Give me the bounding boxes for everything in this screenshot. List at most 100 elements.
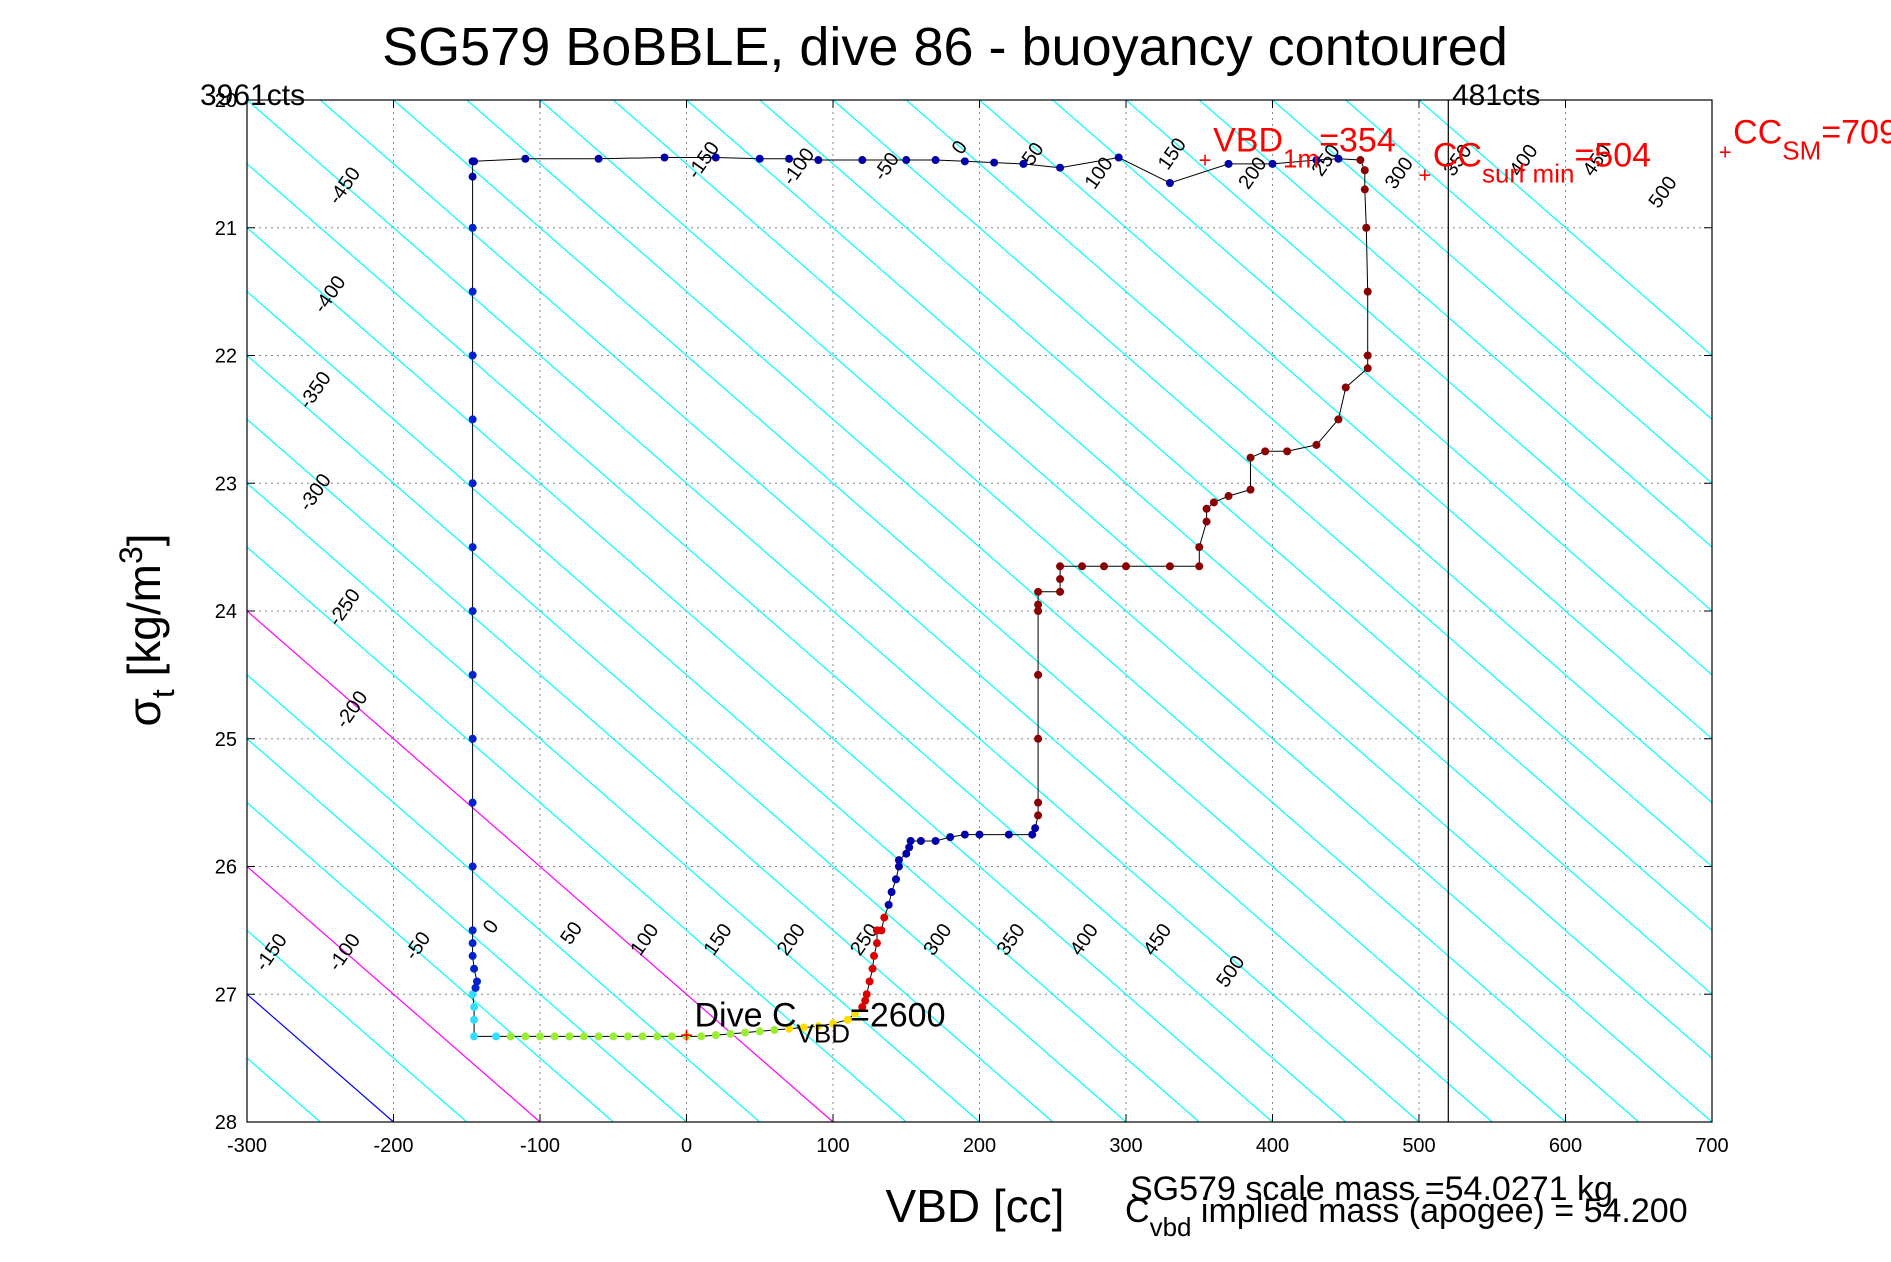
contour-line xyxy=(1272,100,1712,485)
contour-label: 150 xyxy=(700,920,737,960)
dive-point xyxy=(872,939,881,948)
dive-point xyxy=(492,1032,501,1041)
contour-line xyxy=(1125,100,1712,612)
contour-line xyxy=(1345,100,1712,421)
dive-point xyxy=(868,964,877,973)
y-tick-label: 21 xyxy=(215,218,237,240)
y-tick-label: 27 xyxy=(215,984,237,1006)
dive-point xyxy=(468,287,477,296)
dive-point xyxy=(1078,562,1087,571)
implied-mass-prefix: C xyxy=(1125,1192,1150,1230)
contour-line xyxy=(247,290,1200,1122)
contour-line xyxy=(247,610,834,1122)
dive-point xyxy=(468,939,477,948)
dive-point xyxy=(521,1032,530,1041)
dive-point xyxy=(536,1032,544,1041)
dive-point xyxy=(960,830,969,839)
dive-point xyxy=(741,1028,750,1037)
x-axis-label: VBD [cc] xyxy=(886,1180,1065,1232)
dive-trace xyxy=(468,153,1372,1041)
dive-point xyxy=(471,983,480,992)
dive-point xyxy=(473,977,482,986)
y-tick-label: 22 xyxy=(215,346,237,368)
dive-point xyxy=(931,156,940,165)
contour-line xyxy=(1418,100,1712,357)
axes: -300 -200 -100 0 100 200 300 400 500 600 700202122… xyxy=(215,90,1729,1157)
annotation-label: Dive CVBD=2600 xyxy=(695,996,946,1048)
contour-line xyxy=(0,100,27,1122)
dive-point xyxy=(1195,562,1204,571)
contour-line xyxy=(1198,100,1712,548)
dive-point xyxy=(468,543,477,552)
dive-point xyxy=(470,1015,479,1024)
contour-line xyxy=(247,226,1273,1122)
x-tick-label: 700 xyxy=(1695,1135,1728,1157)
y-axis-label-end: ] xyxy=(118,533,170,546)
contour-label: -50 xyxy=(401,928,436,964)
contour-label: -100 xyxy=(778,144,819,189)
right-cts-label: 481cts xyxy=(1452,79,1540,112)
dive-point xyxy=(862,990,871,999)
dive-point xyxy=(468,990,477,999)
dive-point xyxy=(1261,447,1270,456)
dive-point xyxy=(1056,587,1065,596)
annotation-label: CCSM=709 xyxy=(1733,114,1891,166)
x-tick-label: 200 xyxy=(963,1135,996,1157)
chart-title: SG579 BoBBLE, dive 86 - buoyancy contour… xyxy=(382,17,1508,77)
dive-point xyxy=(726,1029,735,1038)
contour-label: 50 xyxy=(556,918,587,949)
dive-point xyxy=(931,836,940,845)
x-tick-label: 0 xyxy=(681,1135,692,1157)
contour-label: 500 xyxy=(1645,172,1682,212)
dive-point xyxy=(468,798,477,807)
x-tick-label: -300 xyxy=(227,1135,267,1157)
dive-point xyxy=(975,830,984,839)
dive-point xyxy=(880,913,889,922)
dive-point xyxy=(990,158,999,167)
contour-line xyxy=(759,100,1712,932)
contour-label: -300 xyxy=(295,470,336,515)
dive-point xyxy=(470,1032,479,1041)
y-axis-label-sub: t xyxy=(145,689,181,698)
dive-point xyxy=(470,964,479,973)
contour-line xyxy=(247,737,687,1122)
dive-point xyxy=(697,1032,706,1041)
buoyancy-contours xyxy=(0,100,1712,1122)
contour-line xyxy=(247,674,761,1122)
dive-point xyxy=(960,157,969,166)
contour-label: 200 xyxy=(773,920,810,960)
dive-point xyxy=(905,843,914,852)
dive-point xyxy=(579,1032,588,1041)
dive-point xyxy=(468,479,477,488)
dive-point xyxy=(814,1022,823,1031)
annotation-label: CCsurf min=504 xyxy=(1433,137,1651,189)
contour-label: 300 xyxy=(919,920,956,960)
dive-point xyxy=(1019,159,1028,168)
dive-point xyxy=(870,951,879,960)
dive-point xyxy=(468,172,477,181)
contour-label: 500 xyxy=(1212,952,1249,992)
implied-mass-text: Cvbd implied mass (apogee) = 54.200 xyxy=(1125,1192,1688,1242)
contour-line xyxy=(247,163,1347,1122)
dive-point xyxy=(565,1032,574,1041)
dive-point xyxy=(468,670,477,679)
y-tick-label: 25 xyxy=(215,729,237,751)
contour-line xyxy=(319,100,1493,1122)
dive-point xyxy=(506,1032,515,1041)
dive-point xyxy=(468,351,477,360)
dive-point xyxy=(799,1023,808,1032)
contour-line xyxy=(539,100,1712,1122)
dive-point xyxy=(1360,185,1369,194)
contour-line xyxy=(393,100,1566,1122)
contour-line xyxy=(247,482,980,1122)
dive-point xyxy=(468,157,477,166)
dive-point xyxy=(1268,159,1277,168)
dive-point xyxy=(468,607,477,615)
contour-line xyxy=(247,929,468,1122)
dive-point xyxy=(1246,453,1255,462)
dive-point xyxy=(1034,670,1043,679)
dive-point xyxy=(609,1032,618,1041)
y-axis-label-rest: [kg/m xyxy=(118,564,170,689)
implied-mass-suffix: implied mass (apogee) = 54.200 xyxy=(1191,1192,1687,1230)
